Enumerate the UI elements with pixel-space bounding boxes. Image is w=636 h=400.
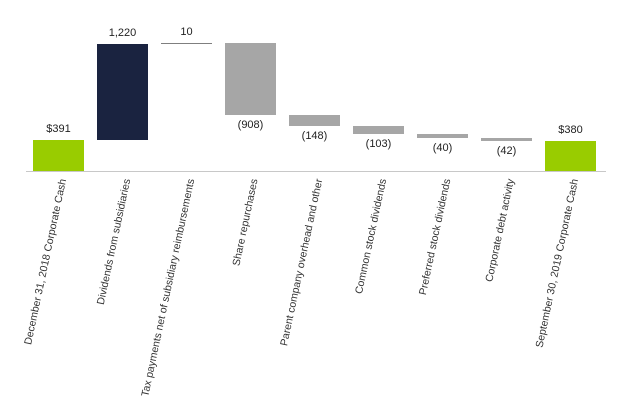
value-label: (40) xyxy=(432,141,453,154)
x-tick-label: Share repurchases xyxy=(229,177,261,268)
x-tick-label: Preferred stock dividends xyxy=(416,177,453,297)
value-label: (42) xyxy=(496,144,517,157)
bar-7 xyxy=(481,137,532,141)
x-tick-label: September 30, 2019 Corporate Cash xyxy=(533,177,581,349)
bar-4 xyxy=(289,114,340,127)
x-tick-label: December 31, 2018 Corporate Cash xyxy=(21,177,69,346)
x-axis-line xyxy=(26,171,606,172)
value-label: (103) xyxy=(365,138,392,151)
bar-5 xyxy=(353,126,404,135)
x-tick-label: Dividends from subsidiaries xyxy=(94,177,133,306)
bar-6 xyxy=(417,134,468,138)
x-tick-label: Parent company overhead and other xyxy=(277,177,325,347)
bar-8 xyxy=(545,140,596,171)
x-tick-label: Common stock dividends xyxy=(352,177,389,295)
bar-3 xyxy=(225,42,276,115)
value-label: 10 xyxy=(180,25,193,38)
value-label: $391 xyxy=(46,123,71,136)
bar-1 xyxy=(97,43,148,141)
value-label: (908) xyxy=(237,118,264,131)
value-label: (148) xyxy=(301,130,328,143)
x-tick-label: Corporate debt activity xyxy=(482,177,517,284)
x-tick-label: Tax payments net of subsidiary reimburse… xyxy=(138,177,197,398)
bar-2 xyxy=(161,42,212,45)
bar-0 xyxy=(33,140,84,171)
value-label: $380 xyxy=(558,123,583,136)
value-label: 1,220 xyxy=(108,26,137,39)
